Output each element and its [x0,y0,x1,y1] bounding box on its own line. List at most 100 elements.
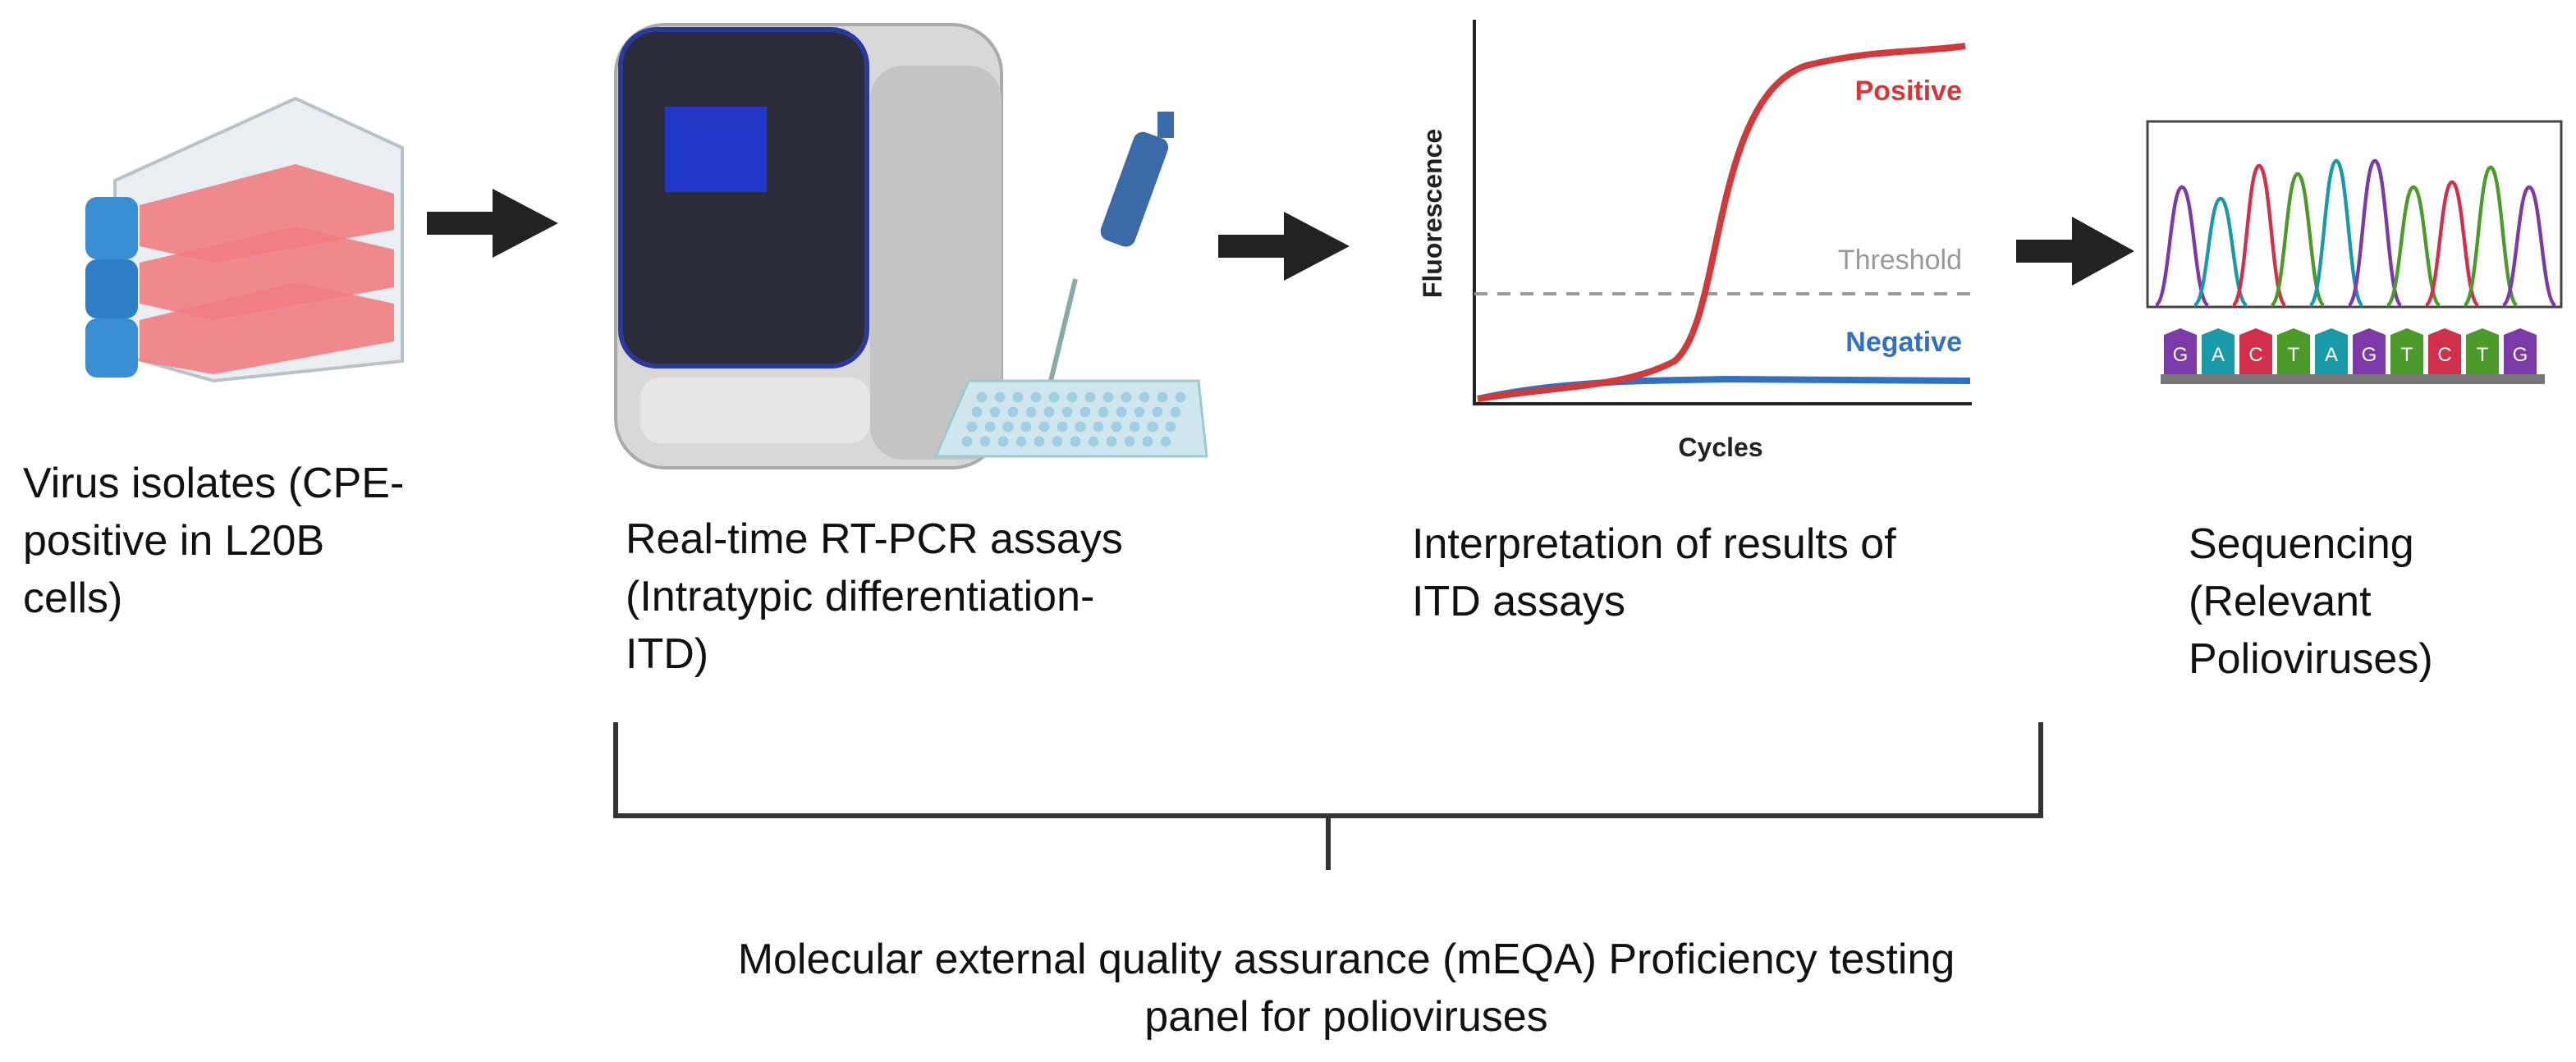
well [1142,436,1153,447]
well [997,436,1009,447]
well [1007,406,1019,418]
arrow [2016,217,2134,286]
chromatogram [2154,158,2557,308]
peak [2424,180,2480,308]
negative-label: Negative [1845,327,1962,358]
step-label: Interpretation of results of [1412,520,1896,568]
well [1030,391,1042,403]
base-box [2164,328,2197,374]
well [1106,436,1117,447]
peak [2308,158,2364,308]
well [1121,391,1132,403]
well [1052,436,1063,447]
well [1020,421,1032,433]
well [1061,406,1073,418]
well [1129,421,1140,433]
base-box [2202,328,2235,374]
step-label: ITD assays [1412,578,1625,625]
well [1160,436,1171,447]
peak [2154,185,2210,308]
pcr-machine [614,23,1003,469]
well [966,421,978,433]
base-box [2390,328,2423,374]
step-label: Virus isolates (CPE- [23,460,404,507]
well [1088,436,1099,447]
well [1070,436,1081,447]
base-box [2504,328,2537,374]
well [1102,391,1114,403]
well [971,406,983,418]
base-box [2353,328,2386,374]
step-label: Polioviruses) [2189,635,2433,683]
well [1175,391,1186,403]
well [1015,436,1027,447]
pipette [1048,112,1174,382]
well [1165,421,1176,433]
peak [2463,165,2519,308]
base-letter: A [2325,344,2338,366]
peak [2386,185,2441,308]
well [1134,406,1145,418]
well [1075,421,1086,433]
well [1147,421,1158,433]
culture-flask [85,96,404,383]
base-letter: T [2477,344,2489,366]
well [1034,436,1045,447]
peak [2347,158,2403,308]
amplification-plot [1473,20,1972,405]
labels: Virus isolates (CPE-positive in L20B cell… [23,460,2433,1041]
well [976,391,988,403]
well [979,436,991,447]
base-letter: G [2173,344,2189,366]
base-letter: C [2248,344,2262,366]
step-label: cells) [23,574,122,622]
well [1025,406,1037,418]
well [984,421,996,433]
well [1012,391,1024,403]
well [1066,391,1078,403]
well [1170,406,1181,418]
base-box [2277,328,2310,374]
y-axis-label: Fluorescence [1418,129,1447,298]
base-letter: G [2362,344,2377,366]
well [1093,421,1104,433]
well [1079,406,1091,418]
panel-label: Molecular external quality assurance (mE… [738,936,1955,983]
well-plate [933,379,1208,458]
arrow [427,189,558,258]
base-letter: T [2288,344,2300,366]
base-letter: G [2513,344,2528,366]
well [1116,406,1127,418]
base-box [2466,328,2499,374]
well [1084,391,1096,403]
peak [2231,163,2287,308]
step-label: (Relevant [2189,578,2372,625]
peak [2501,185,2557,308]
base-letter: C [2437,344,2451,366]
well [1157,391,1168,403]
well [994,391,1006,403]
peak [2270,172,2326,308]
step-label: positive in L20B [23,517,324,565]
well [1098,406,1109,418]
well [989,406,1001,418]
well [1043,406,1055,418]
well [1057,421,1068,433]
well [1038,421,1050,433]
x-axis-label: Cycles [1678,433,1762,462]
well [961,436,973,447]
threshold-label: Threshold [1838,245,1962,276]
well [1002,421,1014,433]
peak [2193,196,2248,308]
positive-label: Positive [1855,76,1962,107]
step-label: Sequencing [2189,520,2414,568]
bracket [613,722,2043,870]
well [1124,436,1135,447]
base-letter: T [2401,344,2413,366]
base-box [2428,328,2461,374]
base-box [2239,328,2272,374]
step-label: (Intratypic differentiation- [626,573,1094,620]
